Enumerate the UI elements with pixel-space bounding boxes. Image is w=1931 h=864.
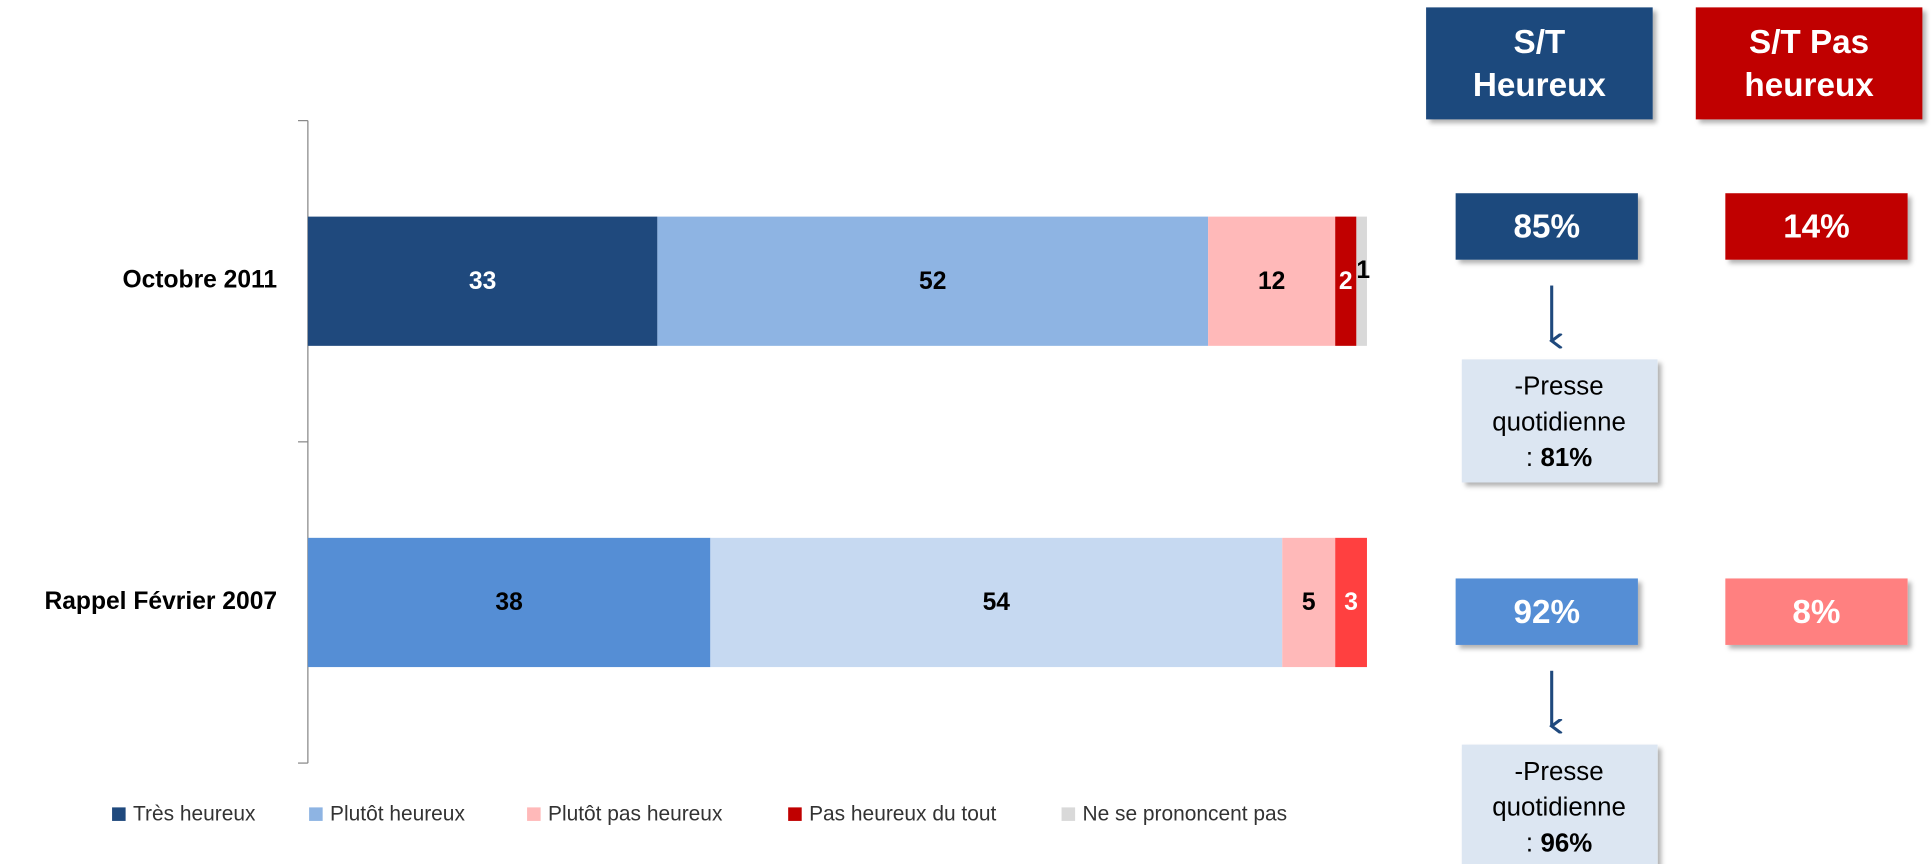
data-label: 38: [495, 589, 522, 616]
category-label: Octobre 2011: [122, 267, 277, 294]
note-text: -Presse: [1515, 373, 1604, 401]
bar-segment: [307, 216, 658, 346]
note-line: -Presse: [1515, 373, 1604, 401]
category-label: Rappel Février 2007: [44, 588, 277, 615]
data-label: 1: [1356, 257, 1370, 284]
note-line: -Presse: [1515, 758, 1604, 786]
note-line: quotidienne: [1492, 408, 1626, 436]
note-text: -Presse: [1515, 758, 1604, 786]
data-label: 3: [1344, 589, 1358, 616]
legend-label: Plutôt pas heureux: [548, 802, 723, 825]
note-text: :81%: [1526, 444, 1592, 472]
header-text: S/T Pas: [1749, 24, 1869, 61]
legend-swatch: [112, 807, 126, 821]
value-box: [1725, 193, 1908, 260]
note-value: 96%: [1540, 829, 1592, 857]
bar-segment: [657, 216, 1209, 346]
legend-swatch: [788, 807, 802, 821]
value-text: 14%: [1783, 209, 1850, 246]
note-value: 81%: [1540, 444, 1592, 472]
bar-segment: [1208, 216, 1336, 346]
value-box: [1455, 193, 1638, 260]
data-label: 12: [1258, 268, 1285, 295]
data-label: 5: [1302, 589, 1316, 616]
value-box: [1455, 578, 1638, 645]
note-text: quotidienne: [1492, 408, 1626, 436]
note-box: [1461, 359, 1658, 483]
note-box: [1461, 744, 1658, 864]
header-text: Heureux: [1473, 67, 1607, 104]
header-text: heureux: [1744, 67, 1874, 104]
bar-segment: [1356, 216, 1367, 346]
value-text: 8%: [1792, 594, 1840, 631]
bar-segment: [1335, 537, 1367, 668]
legend-swatch: [527, 807, 541, 821]
legend-label: Très heureux: [133, 802, 256, 825]
header-box: [1695, 7, 1923, 120]
note-text: quotidienne: [1492, 793, 1626, 821]
note-line: :: [1526, 444, 1533, 472]
value-text: 85%: [1513, 209, 1580, 246]
note-text: :96%: [1526, 829, 1592, 857]
bar-segment: [710, 537, 1283, 668]
header-box: [1426, 7, 1653, 120]
legend-swatch: [309, 807, 323, 821]
bar-segment: [307, 537, 711, 668]
note-line: :: [1526, 829, 1533, 857]
legend-label: Ne se prononcent pas: [1082, 802, 1287, 825]
data-label: 54: [983, 589, 1011, 616]
data-label: 2: [1339, 268, 1353, 295]
bar-segment: [1282, 537, 1336, 668]
legend-label: Pas heureux du tout: [809, 802, 996, 825]
value-box: [1725, 578, 1908, 645]
legend-swatch: [1061, 807, 1076, 821]
header-text: S/T: [1514, 24, 1566, 61]
note-line: quotidienne: [1492, 793, 1626, 821]
data-label: 52: [919, 268, 946, 295]
legend-label: Plutôt heureux: [330, 802, 465, 825]
data-label: 33: [469, 268, 496, 295]
bar-segment: [1335, 216, 1357, 346]
value-text: 92%: [1513, 594, 1580, 631]
